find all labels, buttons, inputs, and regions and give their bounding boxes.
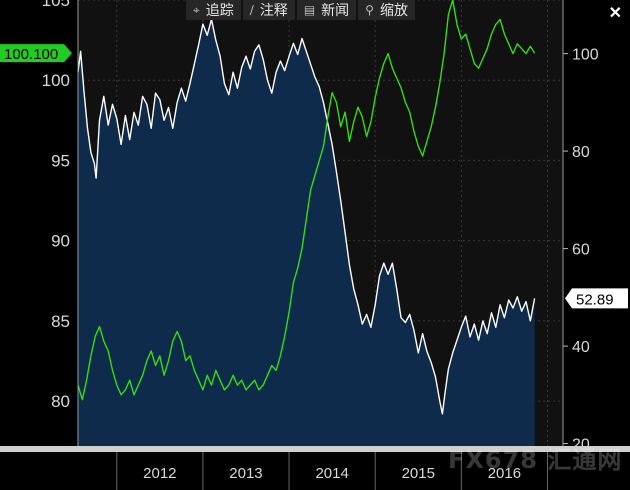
left-tick-label: 105 <box>42 0 70 10</box>
left-last-value-badge <box>0 44 72 63</box>
white-series-line <box>77 18 536 415</box>
close-icon[interactable]: ✕ <box>608 5 622 22</box>
news-button[interactable]: ▤ 新闻 <box>296 0 357 20</box>
annotate-label: 注释 <box>259 3 288 19</box>
track-label: 追踪 <box>205 3 234 19</box>
track-button[interactable]: ⌖ 追踪 <box>186 0 241 20</box>
left-tick-label: 90 <box>51 232 70 251</box>
left-tick-label: 80 <box>51 392 70 411</box>
right-tick-label: 60 <box>572 242 590 259</box>
right-tick-label: 40 <box>572 339 590 356</box>
green-series-line <box>77 0 536 401</box>
x-tick-label: 2015 <box>402 465 435 482</box>
watermark-logo: FX678 汇通网 <box>448 446 623 474</box>
left-last-value-label: 100.100 <box>4 46 58 63</box>
crosshair-icon: ⌖ <box>193 2 200 17</box>
zoom-button[interactable]: ⚲ 缩放 <box>358 0 415 20</box>
annotate-button[interactable]: ∕ 注释 <box>242 0 295 20</box>
chart-toolbar: ⌖ 追踪 ∕ 注释 ▤ 新闻 ⚲ 缩放 <box>186 0 415 22</box>
zoom-label: 缩放 <box>379 3 408 19</box>
left-tick-label: 100 <box>42 71 70 90</box>
pencil-icon: ∕ <box>249 3 254 17</box>
right-tick-label: 100 <box>572 47 599 64</box>
white-series-area <box>78 19 535 447</box>
x-tick-label: 2014 <box>315 465 348 482</box>
right-last-value-label: 52.89 <box>576 291 614 308</box>
x-tick-label: 2012 <box>143 465 176 482</box>
right-tick-label: 80 <box>572 144 590 161</box>
right-last-value-badge <box>565 288 628 309</box>
x-axis-bar <box>0 446 630 452</box>
x-tick-label: 2016 <box>488 465 521 482</box>
x-tick-label: 2013 <box>229 465 262 482</box>
left-tick-label: 85 <box>51 312 70 331</box>
magnifier-icon: ⚲ <box>365 3 374 17</box>
news-icon: ▤ <box>303 3 316 17</box>
news-label: 新闻 <box>321 3 350 19</box>
left-tick-label: 95 <box>51 151 70 170</box>
